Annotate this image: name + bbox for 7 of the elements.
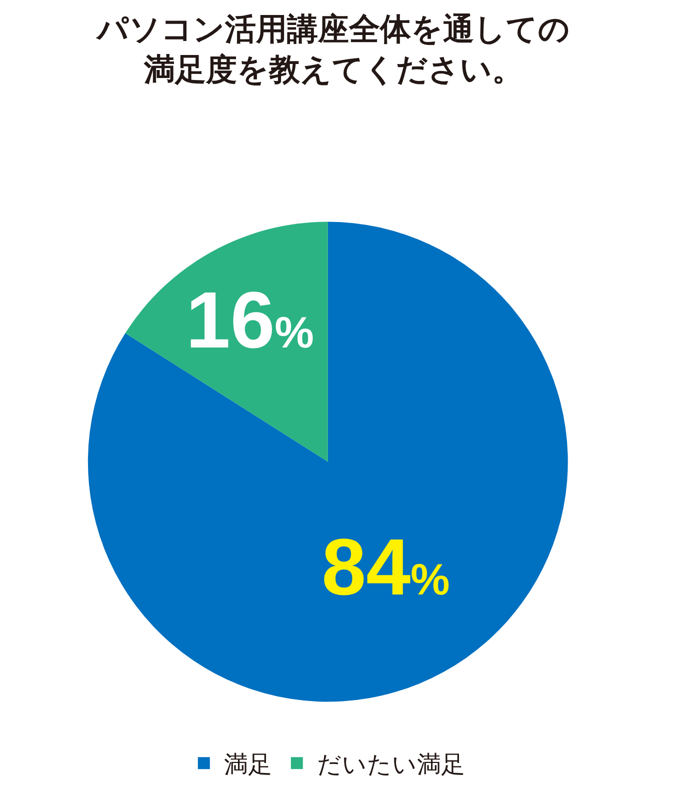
data-label: 84% bbox=[322, 522, 450, 612]
chart-title: パソコン活用講座全体を通しての満足度を教えてください。 bbox=[95, 12, 570, 88]
pie-slice bbox=[125, 222, 328, 462]
data-label: 16% bbox=[186, 275, 314, 364]
legend-label: 満足 bbox=[224, 750, 272, 778]
pie-slice bbox=[88, 222, 568, 702]
legend-label: だいたい満足 bbox=[316, 750, 465, 778]
